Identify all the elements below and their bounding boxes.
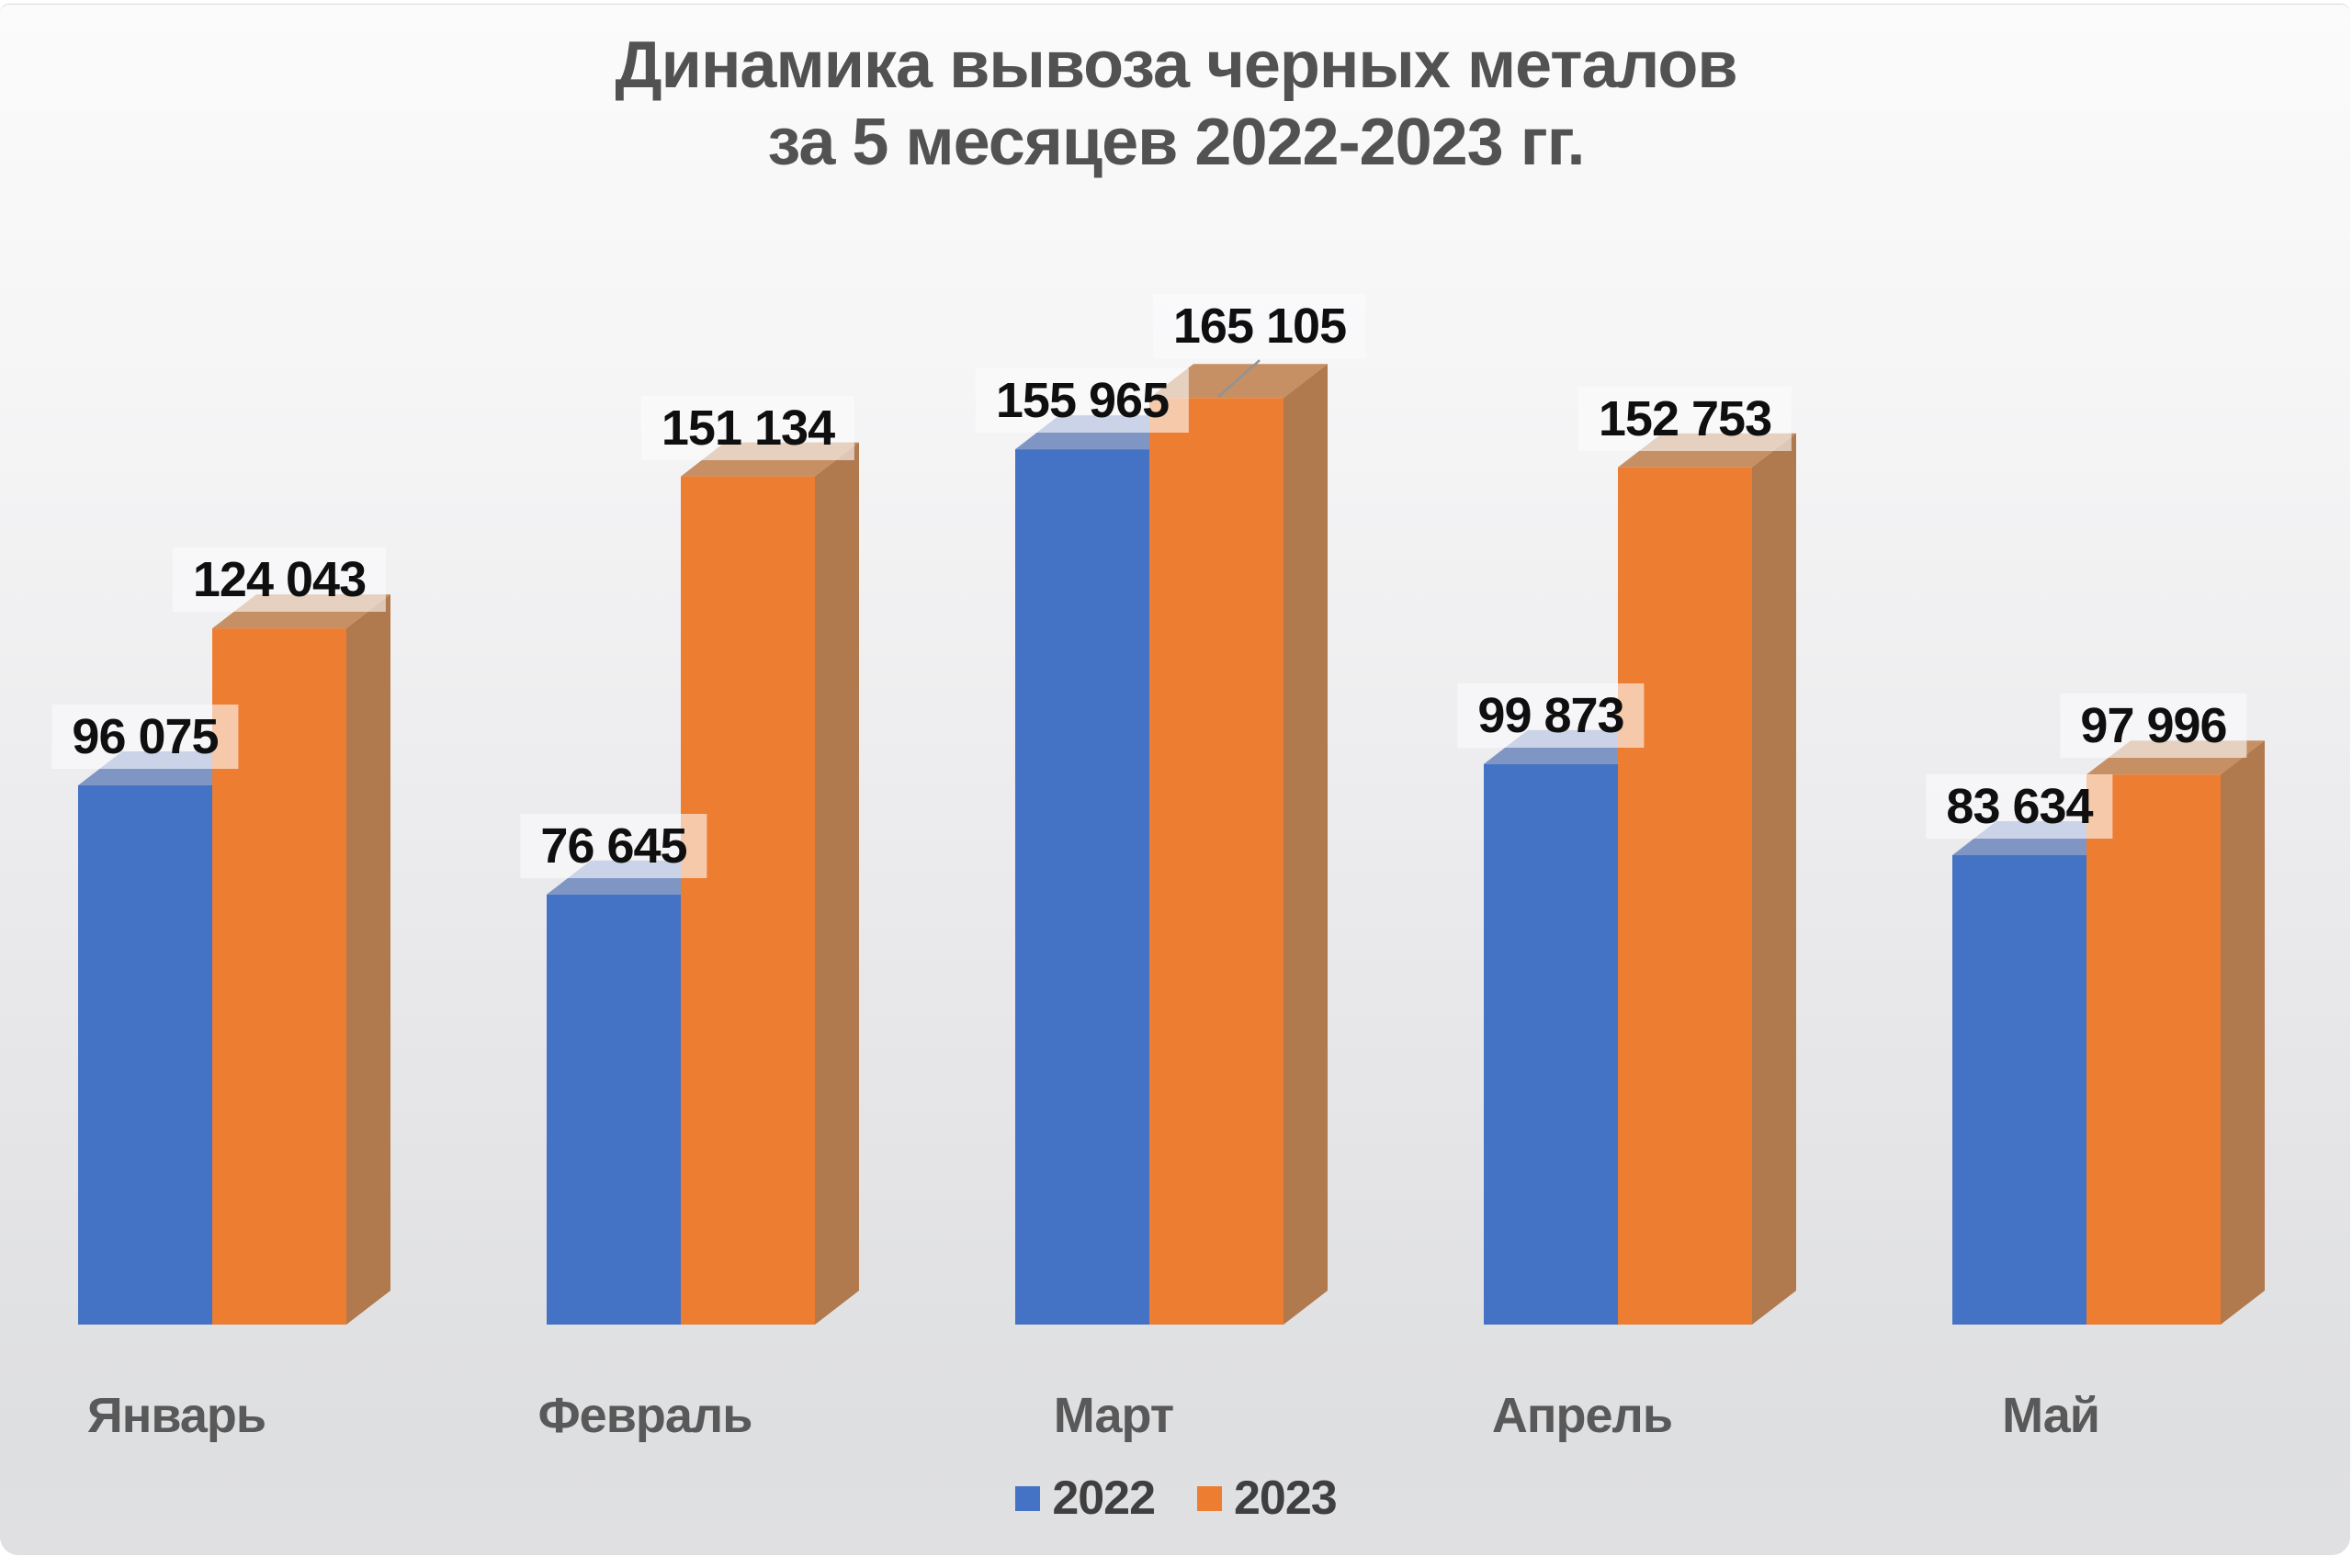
legend-label-2022: 2022 — [1052, 1472, 1156, 1525]
value-label-2023-2: 165 105 — [1152, 294, 1367, 359]
chart-title: Динамика вывоза черных металов за 5 меся… — [0, 28, 2352, 181]
bar-front-2023-4 — [2086, 774, 2221, 1325]
bar-side-2023-4 — [2221, 740, 2265, 1325]
value-label-2023-0: 124 043 — [172, 547, 387, 613]
value-label-2023-3: 152 753 — [1577, 386, 1792, 451]
bar-front-2023-2 — [1149, 398, 1283, 1325]
category-label-4: Май — [2002, 1388, 2100, 1443]
bar-side-2023-0 — [346, 594, 390, 1325]
legend-swatch-2022 — [1015, 1485, 1041, 1511]
legend-item-2022: 2022 — [1015, 1471, 1156, 1526]
bar-front-2022-4 — [1952, 855, 2086, 1325]
bar-front-2022-1 — [547, 894, 681, 1325]
legend: 2022 2023 — [0, 1472, 2352, 1525]
bar-front-2023-3 — [1618, 467, 1752, 1325]
bar-side-2023-3 — [1752, 433, 1796, 1325]
chart-title-line-1: Динамика вывоза черных металов — [615, 28, 1737, 102]
category-label-0: Январь — [86, 1388, 266, 1443]
legend-swatch-2023 — [1197, 1485, 1222, 1511]
label-leader-line — [1217, 359, 1261, 399]
value-label-2022-2: 155 965 — [975, 368, 1190, 434]
bar-front-2023-0 — [212, 628, 346, 1325]
value-label-2023-4: 97 996 — [2060, 694, 2247, 759]
bar-front-2022-3 — [1484, 763, 1618, 1325]
legend-item-2023: 2023 — [1197, 1471, 1338, 1526]
category-label-1: Февраль — [537, 1388, 753, 1443]
value-label-2023-1: 151 134 — [640, 395, 855, 460]
value-label-2022-3: 99 873 — [1457, 682, 1645, 748]
value-label-2022-4: 83 634 — [1926, 774, 2113, 839]
chart-title-line-2: за 5 месяцев 2022-2023 гг. — [767, 105, 1585, 179]
legend-label-2023: 2023 — [1234, 1472, 1338, 1525]
bar-top-2023-2 — [1149, 364, 1328, 399]
category-label-3: Апрель — [1491, 1388, 1673, 1443]
value-label-2022-0: 96 075 — [51, 705, 239, 769]
category-label-2: Март — [1053, 1388, 1174, 1443]
bar-front-2022-0 — [78, 785, 212, 1325]
bar-side-2023-2 — [1283, 364, 1328, 1325]
bar-front-2022-2 — [1015, 449, 1149, 1325]
value-label-2022-1: 76 645 — [520, 813, 707, 878]
bar-front-2023-1 — [681, 476, 815, 1325]
bar-side-2023-1 — [815, 442, 859, 1325]
